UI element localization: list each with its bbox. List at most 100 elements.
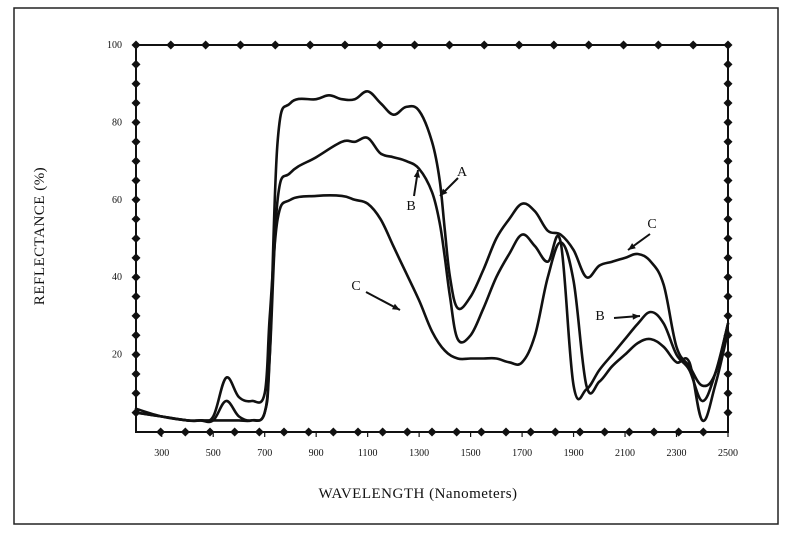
frame-markers: [131, 40, 733, 437]
frame-diamond-marker: [723, 59, 733, 69]
frame-diamond-marker: [402, 427, 412, 437]
callout-label-c: C: [647, 217, 656, 232]
frame-diamond-marker: [674, 427, 684, 437]
series-line-a: [134, 90, 730, 423]
frame-diamond-marker: [723, 272, 733, 282]
x-tick-label: 1700: [512, 448, 532, 459]
y-tick-label: 20: [112, 350, 122, 361]
x-tick-label: 900: [309, 448, 324, 459]
y-tick-label: 40: [112, 272, 122, 283]
x-tick-label: 700: [257, 448, 272, 459]
frame-diamond-marker: [131, 350, 141, 360]
x-tick-label: 2300: [667, 448, 687, 459]
y-axis-ticks: 20 40 60 80 100: [107, 40, 122, 361]
frame-diamond-marker: [131, 156, 141, 166]
frame-diamond-marker: [131, 98, 141, 108]
frame-diamond-marker: [304, 427, 314, 437]
callout-arrowhead-c: [628, 243, 636, 250]
frame-diamond-marker: [723, 137, 733, 147]
frame-diamond-marker: [476, 427, 486, 437]
callout-arrowhead-a: [440, 188, 448, 196]
frame-diamond-marker: [584, 40, 594, 50]
frame-diamond-marker: [653, 40, 663, 50]
frame-diamond-marker: [479, 40, 489, 50]
frame-diamond-marker: [230, 427, 240, 437]
series-lines: [134, 90, 730, 424]
frame-diamond-marker: [427, 427, 437, 437]
frame-diamond-marker: [723, 253, 733, 263]
x-tick-label: 300: [154, 448, 169, 459]
frame-diamond-marker: [131, 311, 141, 321]
y-tick-label: 60: [112, 195, 122, 206]
frame-diamond-marker: [723, 117, 733, 127]
frame-diamond-marker: [723, 156, 733, 166]
frame-diamond-marker: [514, 40, 524, 50]
frame-diamond-marker: [723, 175, 733, 185]
figure-border: [13, 7, 779, 525]
callout-arrowhead-b: [632, 313, 640, 320]
callout-label-a: A: [457, 165, 468, 180]
frame-diamond-marker: [688, 40, 698, 50]
frame-diamond-marker: [723, 388, 733, 398]
x-axis-title: WAVELENGTH (Nanometers): [318, 486, 517, 502]
frame-diamond-marker: [723, 195, 733, 205]
frame-diamond-marker: [270, 40, 280, 50]
frame-diamond-marker: [131, 292, 141, 302]
x-tick-label: 500: [206, 448, 221, 459]
frame-diamond-marker: [254, 427, 264, 437]
frame-diamond-marker: [600, 427, 610, 437]
frame-diamond-marker: [649, 427, 659, 437]
series-line-b: [134, 136, 730, 424]
x-tick-label: 1300: [409, 448, 429, 459]
frame-diamond-marker: [624, 427, 634, 437]
frame-diamond-marker: [279, 427, 289, 437]
frame-diamond-marker: [131, 40, 141, 50]
frame-diamond-marker: [723, 40, 733, 50]
frame-diamond-marker: [131, 214, 141, 224]
frame-diamond-marker: [723, 369, 733, 379]
frame-diamond-marker: [131, 175, 141, 185]
x-tick-label: 1500: [461, 448, 481, 459]
frame-diamond-marker: [378, 427, 388, 437]
frame-diamond-marker: [549, 40, 559, 50]
frame-diamond-marker: [205, 427, 215, 437]
frame-diamond-marker: [550, 427, 560, 437]
frame-diamond-marker: [723, 234, 733, 243]
frame-diamond-marker: [723, 292, 733, 302]
frame-diamond-marker: [235, 40, 245, 50]
callout-arrowhead-b: [413, 170, 420, 178]
frame-diamond-marker: [410, 40, 420, 50]
frame-diamond-marker: [340, 40, 350, 50]
frame-diamond-marker: [131, 234, 141, 243]
frame-diamond-marker: [575, 427, 585, 437]
frame-diamond-marker: [131, 272, 141, 282]
frame-diamond-marker: [353, 427, 363, 437]
frame-diamond-marker: [723, 350, 733, 360]
frame-diamond-marker: [131, 369, 141, 379]
frame-diamond-marker: [180, 427, 190, 437]
frame-diamond-marker: [131, 59, 141, 69]
annotations: A B C B C: [351, 165, 656, 324]
plot-frame: [135, 44, 729, 433]
frame-diamond-marker: [526, 427, 536, 437]
frame-diamond-marker: [723, 311, 733, 321]
y-axis-title: REFLECTANCE (%): [32, 167, 48, 305]
frame-diamond-marker: [131, 137, 141, 147]
frame-diamond-marker: [305, 40, 315, 50]
x-tick-label: 1100: [358, 448, 378, 459]
frame-diamond-marker: [201, 40, 211, 50]
frame-diamond-marker: [131, 195, 141, 205]
frame-diamond-marker: [723, 98, 733, 108]
frame-diamond-marker: [723, 408, 733, 418]
frame-diamond-marker: [131, 253, 141, 263]
frame-diamond-marker: [131, 330, 141, 340]
frame-diamond-marker: [131, 79, 141, 89]
series-line-c: [134, 194, 730, 423]
x-tick-label: 1900: [564, 448, 584, 459]
x-axis-ticks: 300 500 700 900 1100 1300 1500 1700 1900 2100 2300…: [154, 432, 738, 459]
frame-diamond-marker: [328, 427, 338, 437]
callout-label-b: B: [406, 199, 415, 214]
frame-diamond-marker: [444, 40, 454, 50]
frame-diamond-marker: [166, 40, 176, 50]
y-tick-label: 100: [107, 40, 122, 51]
